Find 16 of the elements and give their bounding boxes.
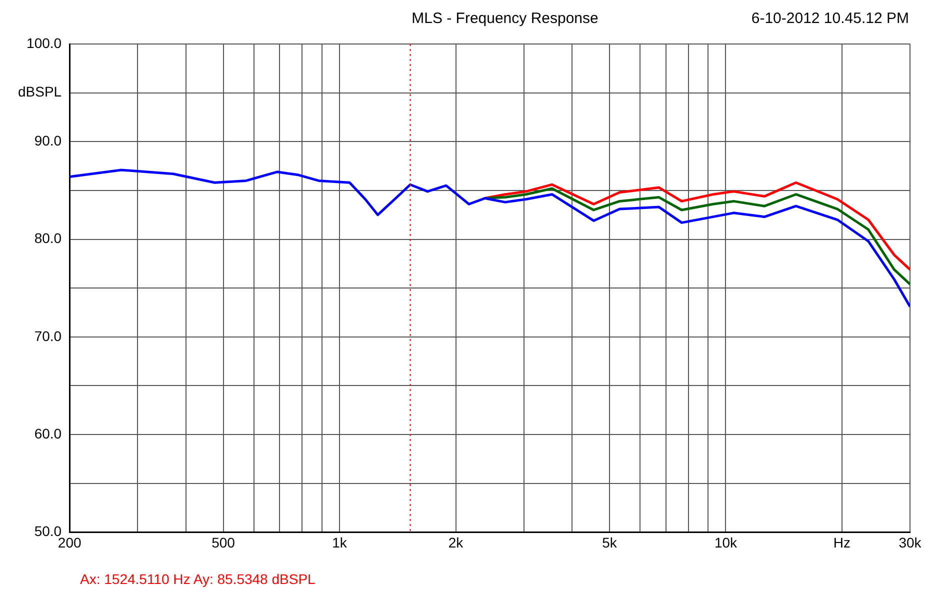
y-tick-label: 100.0 — [26, 34, 62, 51]
y-tick-label: 90.0 — [34, 132, 62, 148]
chart-subtitle: 6-10-2012 10.45.12 PM — [751, 10, 909, 27]
x-tick-label: 5k — [602, 534, 618, 550]
x-tick-label: 1k — [332, 534, 348, 550]
x-tick-label: 10k — [714, 534, 738, 550]
chart-title: MLS - Frequency Response — [412, 10, 598, 27]
y-tick-label: dBSPL — [18, 84, 62, 100]
text: Ax: 1524.5110 Hz Ay: 85.5348 dBSPL — [80, 571, 316, 587]
x-tick-label: 500 — [212, 534, 236, 550]
x-tick-label: 2k — [448, 534, 464, 550]
y-tick-label: 60.0 — [34, 425, 62, 442]
y-tick-label: 70.0 — [34, 328, 62, 344]
x-tick-label: Hz — [833, 534, 851, 550]
y-tick-label: 80.0 — [34, 230, 62, 246]
x-tick-label: 30k — [898, 534, 922, 550]
